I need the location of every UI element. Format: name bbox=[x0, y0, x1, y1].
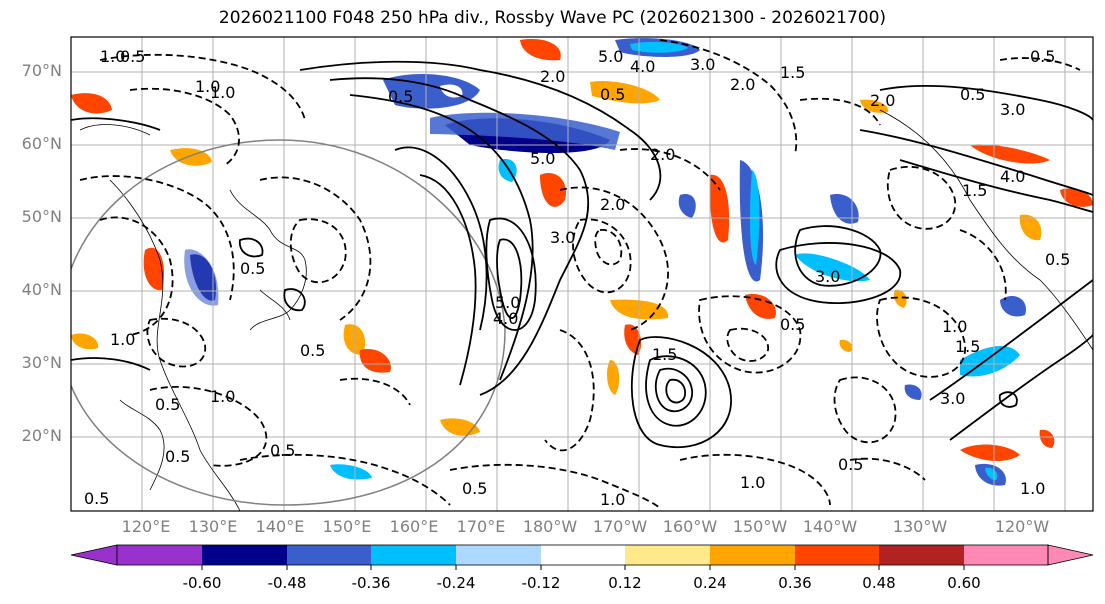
map-background bbox=[71, 37, 1093, 511]
contour-label: 5.0 bbox=[598, 47, 623, 66]
contour-label: 0.5 bbox=[1045, 250, 1070, 269]
contour-label: 1.0 bbox=[740, 473, 765, 492]
colorbar-tick-label: -0.48 bbox=[267, 574, 307, 592]
colorbar-tick-label: -0.24 bbox=[436, 574, 476, 592]
colorbar-tick-label: 0.60 bbox=[947, 574, 981, 592]
contour-label: 2.0 bbox=[650, 145, 675, 164]
lon-label: 140°W bbox=[802, 517, 858, 536]
contour-label: 1.5 bbox=[780, 63, 805, 82]
lon-label: 150°E bbox=[322, 517, 372, 536]
domain-circle bbox=[71, 139, 506, 506]
colorbar-tick-label: -0.36 bbox=[351, 574, 391, 592]
contour-label: 5.0 bbox=[530, 149, 555, 168]
coastlines bbox=[79, 109, 1093, 511]
colorbar-swatch bbox=[371, 545, 456, 565]
contour-label: 3.0 bbox=[690, 55, 715, 74]
contour-label: 0.5 bbox=[780, 315, 805, 334]
colorbar-swatch bbox=[541, 545, 625, 565]
contour-label: 3.0 bbox=[550, 228, 575, 247]
contour-label: 0.5 bbox=[838, 455, 863, 474]
contour-label: 0.5 bbox=[600, 85, 625, 104]
lat-label: 50°N bbox=[21, 207, 62, 226]
contour-label: 5.0 bbox=[495, 293, 520, 312]
colorbar bbox=[70, 544, 1094, 570]
colorbar-swatch bbox=[202, 545, 287, 565]
lon-label: 160°W bbox=[662, 517, 718, 536]
contour-label: 0.5 bbox=[388, 87, 413, 106]
lon-label: 120°W bbox=[994, 517, 1050, 536]
map-frame bbox=[70, 36, 1094, 512]
colorbar-swatch bbox=[710, 545, 795, 565]
contour-label: 2.0 bbox=[870, 91, 895, 110]
lon-label: 150°W bbox=[732, 517, 788, 536]
contour-label: 2.0 bbox=[600, 195, 625, 214]
contour-label: 1.0 bbox=[110, 330, 135, 349]
lon-label: 170°E bbox=[456, 517, 506, 536]
colorbar-swatch bbox=[964, 545, 1048, 565]
map-title: 2026021100 F048 250 hPa div., Rossby Wav… bbox=[218, 8, 887, 28]
contour-label: 4.0 bbox=[1000, 167, 1025, 186]
contour-label: 0.5 bbox=[165, 447, 190, 466]
lon-label: 130°E bbox=[188, 517, 238, 536]
contour-label: 1.0 bbox=[600, 490, 625, 509]
contour-label: 2.0 bbox=[540, 67, 565, 86]
contour-label: 1.0 bbox=[100, 47, 125, 66]
lon-label: 160°E bbox=[389, 517, 439, 536]
lat-label: 70°N bbox=[21, 61, 62, 80]
contour-label: 1.5 bbox=[652, 345, 677, 364]
lon-label: 140°E bbox=[255, 517, 305, 536]
lat-label: 40°N bbox=[21, 280, 62, 299]
colorbar-tick-label: 0.48 bbox=[862, 574, 896, 592]
colorbar-swatch bbox=[795, 545, 879, 565]
contour-label: 0.5 bbox=[240, 259, 265, 278]
contour-label: 1.0 bbox=[210, 83, 235, 102]
contour-label: 0.5 bbox=[155, 395, 180, 414]
contour-label: 1.5 bbox=[955, 337, 980, 356]
contour-label: 4.0 bbox=[630, 57, 655, 76]
lat-label: 30°N bbox=[21, 353, 62, 372]
contours-solid bbox=[71, 60, 1093, 449]
contour-label: 0.5 bbox=[1030, 47, 1055, 66]
contour-label: 2.0 bbox=[730, 75, 755, 94]
colorbar-swatch bbox=[287, 545, 371, 565]
colorbar-swatch bbox=[456, 545, 541, 565]
colorbar-tick-label: -0.60 bbox=[182, 574, 222, 592]
colorbar-tick-label: 0.24 bbox=[693, 574, 727, 592]
contour-label: 1.0 bbox=[1020, 479, 1045, 498]
contour-label: 3.0 bbox=[940, 389, 965, 408]
lon-label: 130°W bbox=[892, 517, 948, 536]
contour-label: 0.5 bbox=[300, 341, 325, 360]
contour-label: 1.0 bbox=[210, 387, 235, 406]
contour-label: 1.0 bbox=[942, 317, 967, 336]
colorbar-outline bbox=[116, 544, 1049, 566]
lat-label: 20°N bbox=[21, 426, 62, 445]
contour-label: 0.5 bbox=[120, 47, 145, 66]
colorbar-tick-label: 0.12 bbox=[608, 574, 642, 592]
colorbar-swatch bbox=[625, 545, 710, 565]
colorbar-extend-high bbox=[1047, 544, 1094, 566]
colorbar-extend-low bbox=[70, 544, 118, 566]
contour-label: 0.5 bbox=[270, 441, 295, 460]
colorbar-tick-label: -0.12 bbox=[521, 574, 561, 592]
colorbar-swatch bbox=[879, 545, 964, 565]
lon-label: 120°E bbox=[121, 517, 171, 536]
contour-label: 0.5 bbox=[960, 85, 985, 104]
contour-label: 4.0 bbox=[493, 309, 518, 328]
contour-label: 0.5 bbox=[84, 489, 109, 508]
contours-dashed bbox=[79, 39, 1081, 509]
contour-label: 0.5 bbox=[462, 479, 487, 498]
contour-labels: 1.0 0.5 2.0 5.0 4.0 3.0 2.0 1.5 2.0 0.5 … bbox=[84, 47, 1070, 509]
contour-label: 3.0 bbox=[1000, 100, 1025, 119]
colorbar-tick-label: 0.36 bbox=[778, 574, 812, 592]
contour-label: 3.0 bbox=[815, 267, 840, 286]
contour-label: 1.5 bbox=[962, 181, 987, 200]
lat-label: 60°N bbox=[21, 134, 62, 153]
lon-label: 170°W bbox=[592, 517, 648, 536]
lon-label: 180°W bbox=[522, 517, 578, 536]
contour-label: 1.0 bbox=[195, 77, 220, 96]
colorbar-swatch bbox=[117, 545, 202, 565]
